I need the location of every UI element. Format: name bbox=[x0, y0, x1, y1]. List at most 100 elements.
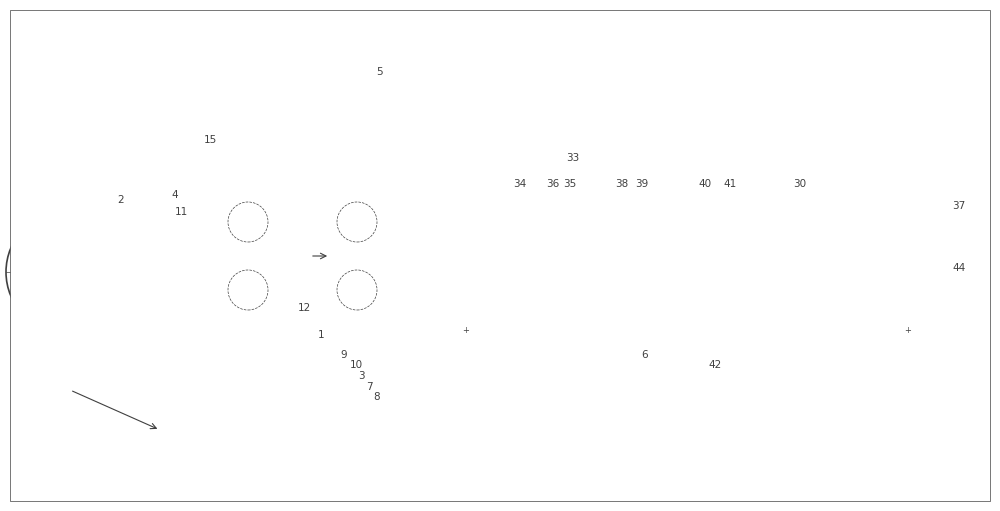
Circle shape bbox=[228, 270, 268, 310]
Bar bbox=[286, 155, 296, 455]
Circle shape bbox=[220, 262, 276, 318]
Text: 5: 5 bbox=[376, 67, 383, 77]
Text: +: + bbox=[905, 326, 911, 335]
Circle shape bbox=[589, 245, 595, 251]
Bar bbox=[663, 302, 691, 320]
Circle shape bbox=[18, 222, 118, 322]
Bar bbox=[807, 153, 817, 161]
Text: 42: 42 bbox=[708, 360, 722, 370]
Bar bbox=[720, 340, 732, 470]
Bar bbox=[538, 160, 548, 325]
Circle shape bbox=[522, 307, 528, 313]
Circle shape bbox=[448, 258, 492, 302]
Bar bbox=[401, 134, 415, 142]
Bar bbox=[663, 230, 691, 248]
Bar bbox=[675, 161, 679, 166]
Bar bbox=[349, 148, 365, 152]
Text: 15: 15 bbox=[203, 135, 217, 145]
Bar bbox=[759, 235, 767, 310]
Circle shape bbox=[337, 270, 377, 310]
Circle shape bbox=[58, 262, 78, 282]
Bar bbox=[18, 465, 298, 473]
Bar bbox=[224, 473, 272, 478]
Bar bbox=[30, 327, 70, 335]
Text: 12: 12 bbox=[298, 303, 311, 313]
Bar bbox=[596, 302, 624, 320]
Circle shape bbox=[337, 202, 377, 242]
Text: 44: 44 bbox=[952, 263, 965, 273]
Circle shape bbox=[656, 245, 662, 251]
Bar bbox=[241, 134, 255, 142]
Bar bbox=[935, 198, 965, 248]
Circle shape bbox=[40, 244, 96, 300]
Bar bbox=[400, 148, 416, 152]
Bar bbox=[608, 161, 612, 166]
Circle shape bbox=[220, 194, 276, 250]
Bar bbox=[826, 235, 834, 310]
Bar bbox=[384, 22, 416, 30]
Circle shape bbox=[760, 245, 766, 251]
Bar bbox=[743, 161, 747, 166]
Bar bbox=[228, 466, 268, 473]
Bar bbox=[723, 235, 731, 310]
Text: 9: 9 bbox=[340, 350, 347, 360]
Bar bbox=[798, 302, 826, 320]
Bar bbox=[538, 153, 548, 161]
Bar bbox=[18, 340, 186, 358]
Bar bbox=[521, 235, 529, 310]
Bar bbox=[28, 358, 176, 388]
Circle shape bbox=[462, 272, 478, 288]
Bar bbox=[230, 465, 300, 473]
Circle shape bbox=[791, 307, 797, 313]
Text: 11: 11 bbox=[175, 207, 188, 217]
Bar bbox=[388, 15, 412, 23]
Bar bbox=[232, 442, 262, 450]
Bar bbox=[406, 142, 410, 148]
Bar bbox=[391, 33, 409, 53]
Text: 1: 1 bbox=[318, 330, 325, 340]
Bar bbox=[387, 28, 413, 83]
Bar bbox=[935, 260, 965, 310]
Bar bbox=[455, 340, 467, 470]
Text: 8: 8 bbox=[373, 392, 380, 402]
Circle shape bbox=[337, 202, 377, 242]
Circle shape bbox=[6, 210, 130, 334]
Bar bbox=[920, 340, 934, 470]
Circle shape bbox=[589, 307, 595, 313]
Circle shape bbox=[558, 307, 564, 313]
Bar bbox=[731, 302, 759, 320]
Bar bbox=[455, 465, 935, 473]
Text: 35: 35 bbox=[563, 179, 577, 189]
Circle shape bbox=[329, 262, 385, 318]
Text: 41: 41 bbox=[723, 179, 737, 189]
Circle shape bbox=[692, 307, 698, 313]
Bar bbox=[240, 148, 256, 152]
Text: 30: 30 bbox=[793, 179, 807, 189]
Text: 34: 34 bbox=[513, 179, 527, 189]
Text: 6: 6 bbox=[642, 350, 648, 360]
Circle shape bbox=[228, 202, 268, 242]
Bar bbox=[672, 160, 682, 325]
Bar bbox=[455, 155, 960, 340]
Circle shape bbox=[337, 270, 377, 310]
Circle shape bbox=[241, 283, 255, 297]
Bar bbox=[672, 153, 682, 161]
Bar bbox=[35, 315, 65, 327]
Bar bbox=[624, 235, 632, 310]
Circle shape bbox=[760, 307, 766, 313]
Text: 33: 33 bbox=[566, 153, 580, 163]
Text: 39: 39 bbox=[635, 179, 649, 189]
Circle shape bbox=[245, 287, 251, 293]
Circle shape bbox=[625, 245, 631, 251]
Bar bbox=[920, 155, 960, 340]
Bar bbox=[232, 330, 262, 340]
Bar bbox=[529, 302, 557, 320]
Circle shape bbox=[350, 215, 364, 229]
Circle shape bbox=[64, 268, 72, 276]
Circle shape bbox=[827, 245, 833, 251]
Text: 3: 3 bbox=[358, 371, 365, 381]
Bar bbox=[557, 235, 565, 310]
Bar bbox=[393, 35, 407, 51]
Bar bbox=[740, 153, 750, 161]
Bar bbox=[740, 160, 750, 325]
